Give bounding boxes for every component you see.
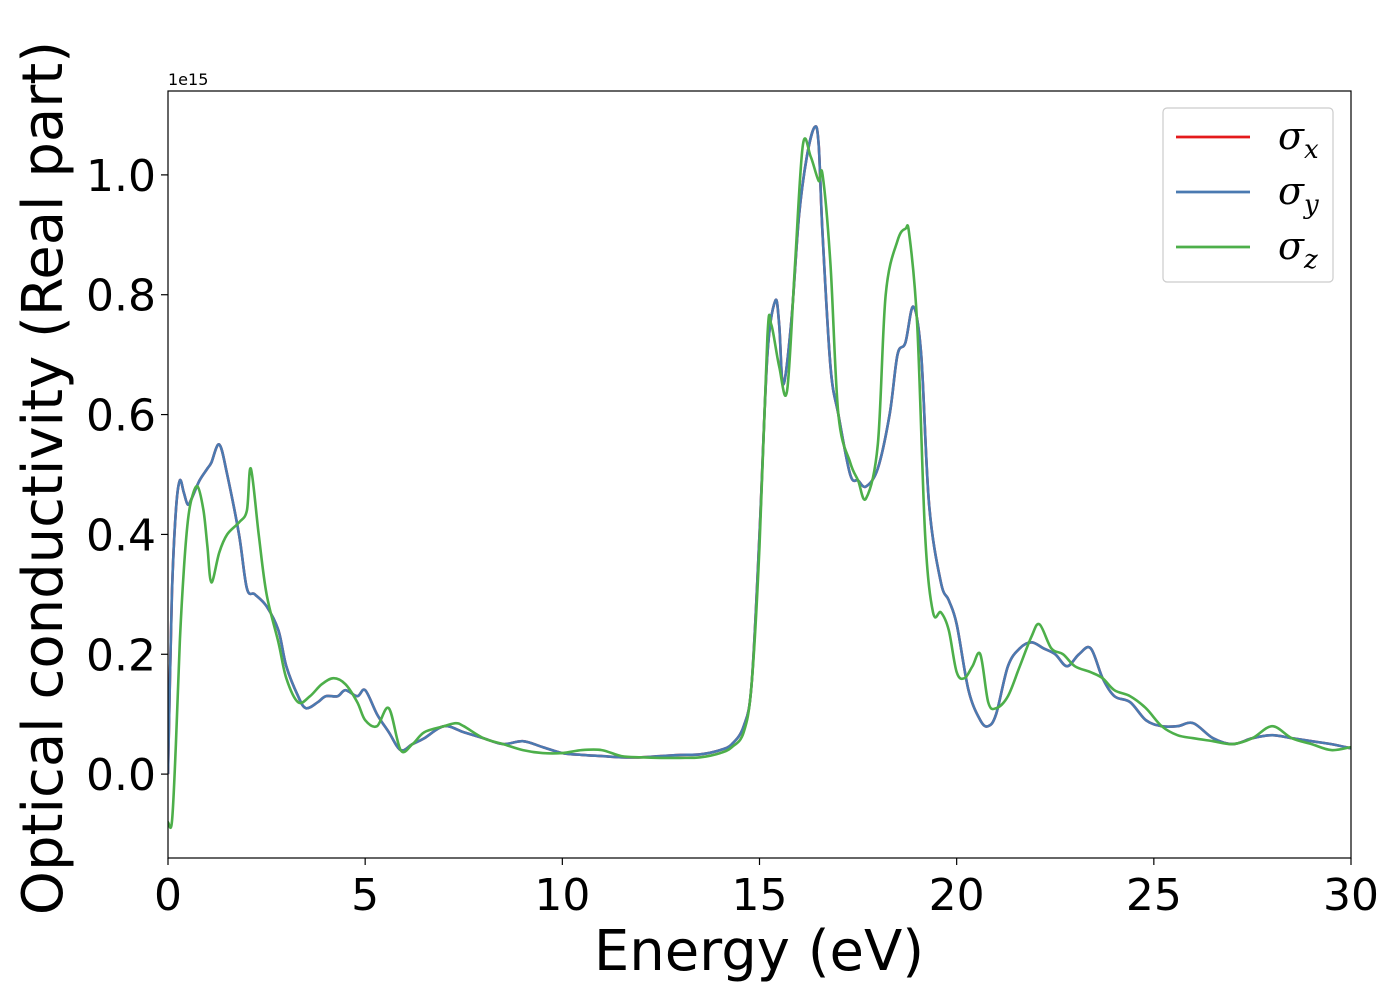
y-tick-label: 0.6	[86, 391, 156, 442]
x-tick-label: 10	[534, 870, 590, 921]
x-tick-label: 15	[732, 870, 788, 921]
legend-label-sigma-x: σx	[1278, 114, 1319, 165]
series-line-sigma-z	[168, 137, 1351, 830]
legend-frame	[1162, 107, 1334, 283]
y-tick-label: 0.2	[86, 630, 156, 681]
y-tick-label: 0.4	[86, 510, 156, 561]
y-tick-label: 0.8	[86, 271, 156, 322]
x-tick-label: 25	[1126, 870, 1182, 921]
y-tick-label: 0.0	[86, 750, 156, 801]
legend-label-sigma-z: σz	[1278, 224, 1318, 275]
series-layer	[168, 125, 1351, 830]
x-tick-label: 0	[154, 870, 182, 921]
x-axis-ticks: 0 5 10 15 20 25 30	[154, 858, 1379, 921]
series-line-sigma-y	[168, 125, 1351, 775]
x-tick-label: 30	[1323, 870, 1379, 921]
y-axis-offset-label: 1e15	[168, 70, 208, 89]
y-axis-title: Optical conductivity (Real part)	[11, 41, 76, 915]
legend-label-sigma-y: σy	[1278, 169, 1319, 220]
y-tick-label: 1.0	[86, 151, 156, 202]
x-tick-label: 5	[351, 870, 379, 921]
x-axis-title: Energy (eV)	[594, 919, 924, 984]
x-tick-label: 20	[929, 870, 985, 921]
y-axis-ticks: 0.0 0.2 0.4 0.6 0.8 1.0	[86, 151, 168, 801]
